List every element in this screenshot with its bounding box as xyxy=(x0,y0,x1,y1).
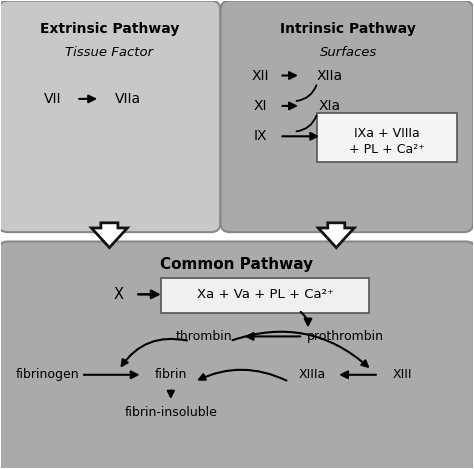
Text: IXa + VIIIa: IXa + VIIIa xyxy=(355,128,420,140)
Text: XIa: XIa xyxy=(318,99,340,113)
Text: X: X xyxy=(114,287,124,302)
Text: VII: VII xyxy=(44,92,62,106)
Text: + PL + Ca²⁺: + PL + Ca²⁺ xyxy=(349,143,425,156)
Text: Tissue Factor: Tissue Factor xyxy=(65,45,154,59)
Text: thrombin: thrombin xyxy=(175,330,232,343)
Text: XIIa: XIIa xyxy=(316,68,342,83)
Text: prothrombin: prothrombin xyxy=(307,330,384,343)
Text: IX: IX xyxy=(254,129,267,144)
Text: Extrinsic Pathway: Extrinsic Pathway xyxy=(40,22,179,36)
Text: fibrinogen: fibrinogen xyxy=(16,368,80,381)
FancyBboxPatch shape xyxy=(0,242,474,469)
Text: XIII: XIII xyxy=(392,368,412,381)
Text: Common Pathway: Common Pathway xyxy=(160,257,314,272)
Text: XII: XII xyxy=(252,68,269,83)
Text: Intrinsic Pathway: Intrinsic Pathway xyxy=(280,22,416,36)
Text: fibrin-insoluble: fibrin-insoluble xyxy=(124,406,217,419)
FancyBboxPatch shape xyxy=(220,0,474,232)
FancyBboxPatch shape xyxy=(318,113,457,162)
Polygon shape xyxy=(91,223,128,248)
Text: Xa + Va + PL + Ca²⁺: Xa + Va + PL + Ca²⁺ xyxy=(197,288,334,301)
FancyBboxPatch shape xyxy=(161,278,369,313)
FancyBboxPatch shape xyxy=(0,0,220,232)
Text: XIIIa: XIIIa xyxy=(299,368,326,381)
Text: Surfaces: Surfaces xyxy=(319,45,377,59)
Text: fibrin: fibrin xyxy=(155,368,187,381)
Text: VIIa: VIIa xyxy=(115,92,141,106)
Polygon shape xyxy=(318,223,354,248)
Text: XI: XI xyxy=(254,99,267,113)
